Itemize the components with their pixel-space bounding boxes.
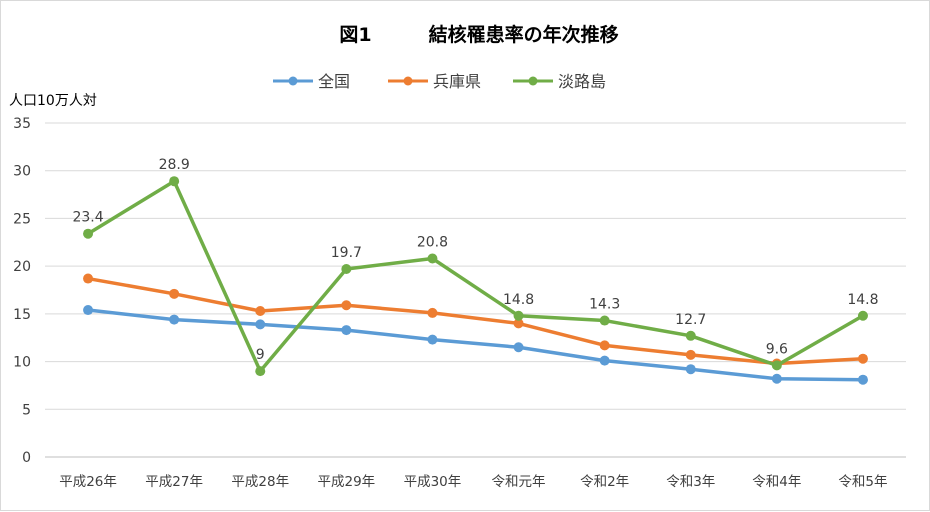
data-point [427, 253, 438, 264]
data-point [685, 330, 696, 341]
data-point [599, 355, 610, 366]
data-point [169, 288, 180, 299]
data-point [255, 366, 266, 377]
x-tick-label: 令和5年 [838, 474, 887, 490]
data-point [513, 310, 524, 321]
data-label: 9 [256, 347, 265, 363]
data-point [599, 315, 610, 326]
data-point [83, 305, 94, 316]
series-line-1 [87, 276, 864, 366]
data-point [341, 300, 352, 311]
legend-marker-0 [288, 76, 298, 86]
data-point [685, 349, 696, 360]
x-tick-label: 平成27年 [145, 474, 203, 490]
data-point [427, 334, 438, 345]
data-point [83, 273, 94, 284]
y-tick-label: 15 [13, 307, 31, 323]
y-tick-label: 25 [13, 211, 31, 227]
data-label: 12.7 [675, 312, 706, 328]
data-point [255, 319, 266, 330]
chart-title: 図1 結核罹患率の年次推移 [339, 23, 618, 46]
y-axis-label: 人口10万人対 [9, 93, 97, 109]
data-point [255, 305, 266, 316]
x-tick-label: 令和2年 [580, 474, 629, 490]
data-point [513, 342, 524, 353]
x-tick-label: 平成29年 [318, 474, 376, 490]
y-tick-label: 35 [13, 116, 31, 132]
data-point [427, 307, 438, 318]
legend-marker-2 [528, 76, 538, 86]
x-tick-label: 平成28年 [231, 474, 289, 490]
data-point [771, 360, 782, 371]
data-point [857, 374, 868, 385]
x-tick-label: 平成30年 [404, 474, 462, 490]
legend-label: 全国 [318, 72, 350, 91]
data-point [685, 364, 696, 375]
data-label: 14.8 [503, 292, 534, 308]
x-tick-label: 令和3年 [666, 474, 715, 490]
y-tick-label: 0 [22, 450, 31, 466]
y-tick-label: 5 [22, 402, 31, 418]
x-tick-label: 平成26年 [59, 474, 117, 490]
data-label: 23.4 [72, 210, 103, 226]
y-tick-label: 20 [13, 259, 31, 275]
data-point [83, 228, 94, 239]
data-point [169, 176, 180, 187]
data-point [857, 310, 868, 321]
data-point [513, 318, 524, 329]
x-tick-label: 令和4年 [752, 474, 801, 490]
data-point [771, 373, 782, 384]
data-point [857, 353, 868, 364]
data-label: 19.7 [331, 245, 362, 261]
legend-label: 兵庫県 [433, 72, 481, 91]
data-point [341, 325, 352, 336]
data-label: 14.3 [589, 297, 620, 313]
series-line-0 [87, 308, 863, 382]
x-tick-label: 令和元年 [492, 474, 546, 490]
data-label: 28.9 [159, 157, 190, 173]
legend-label: 淡路島 [558, 72, 606, 91]
series-line-2 [87, 179, 864, 373]
data-label: 14.8 [847, 292, 878, 308]
legend-marker-1 [403, 76, 413, 86]
data-label: 9.6 [766, 341, 788, 357]
y-tick-label: 10 [13, 355, 31, 371]
data-label: 20.8 [417, 235, 448, 251]
data-point [599, 340, 610, 351]
data-point [169, 314, 180, 325]
data-point [341, 264, 352, 275]
y-tick-label: 30 [13, 164, 31, 180]
